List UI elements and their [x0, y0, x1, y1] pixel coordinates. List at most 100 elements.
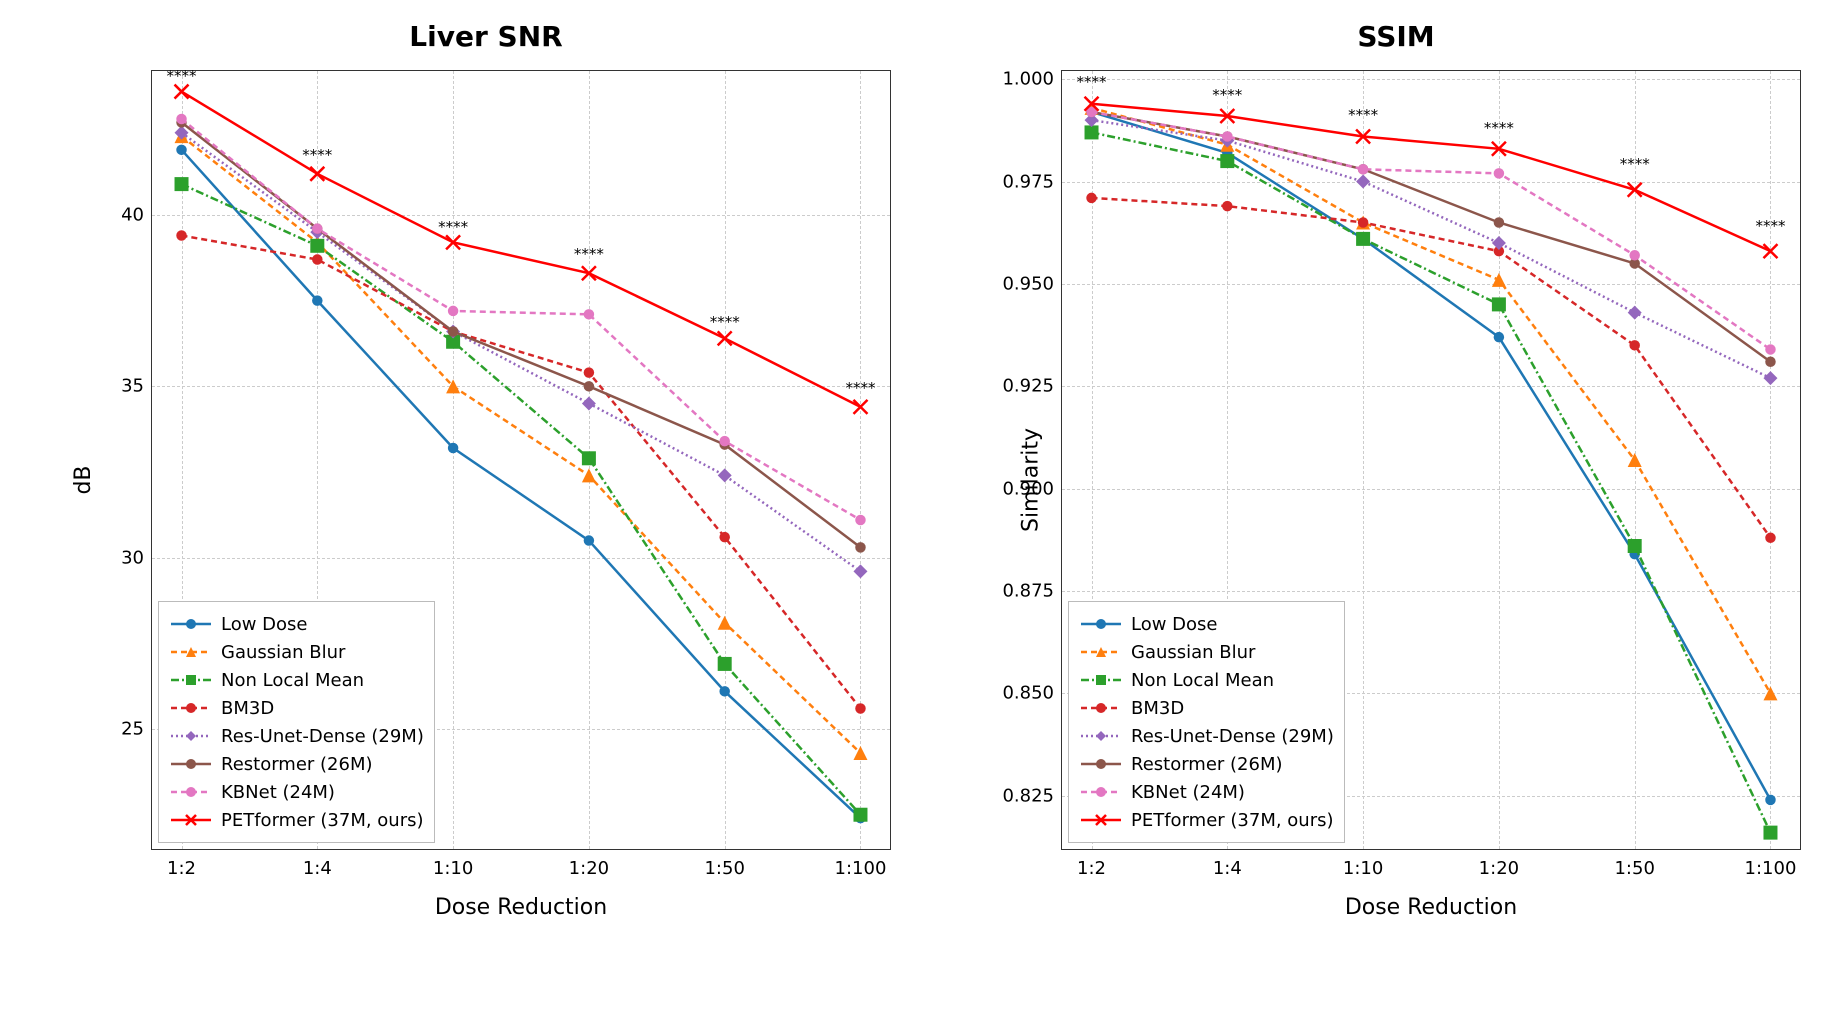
series-marker-restormer [584, 381, 595, 392]
plot-title: SSIM [971, 20, 1821, 53]
legend-swatch [1079, 642, 1123, 662]
legend-label: KBNet (24M) [1131, 782, 1245, 803]
legend-label: Res-Unet-Dense (29M) [221, 726, 424, 747]
legend-label: Gaussian Blur [1131, 642, 1255, 663]
legend-swatch [169, 810, 213, 830]
legend-label: BM3D [1131, 698, 1184, 719]
legend-item-petformer: PETformer (37M, ours) [1079, 806, 1334, 834]
legend-item-res_unet: Res-Unet-Dense (29M) [169, 722, 424, 750]
series-marker-restormer [448, 326, 459, 337]
x-tick-label: 1:10 [1343, 858, 1383, 879]
series-marker-nlm [718, 657, 732, 671]
series-marker-petformer [175, 85, 189, 99]
series-marker-kbnet [719, 436, 730, 447]
series-marker-kbnet [448, 306, 459, 317]
legend-swatch [1079, 782, 1123, 802]
legend-swatch [169, 642, 213, 662]
legend-swatch [169, 614, 213, 634]
legend-label: Res-Unet-Dense (29M) [1131, 726, 1334, 747]
series-marker-kbnet [584, 309, 595, 320]
series-marker-petformer [1628, 183, 1642, 197]
series-line-restormer [182, 122, 861, 547]
y-tick-label: 25 [121, 719, 144, 740]
series-marker-res_unet [1628, 306, 1642, 320]
significance-annotation: **** [1755, 217, 1785, 235]
series-marker-nlm [1763, 826, 1777, 840]
x-tick-label: 1:100 [835, 858, 887, 879]
y-tick-label: 0.875 [1002, 581, 1054, 602]
x-tick-label: 1:20 [1479, 858, 1519, 879]
x-tick-label: 1:2 [1077, 858, 1106, 879]
series-marker-res_unet [1356, 175, 1370, 189]
series-marker-petformer [718, 331, 732, 345]
y-tick-label: 30 [121, 547, 144, 568]
legend-item-nlm: Non Local Mean [169, 666, 424, 694]
series-marker-bm3d [1222, 201, 1233, 212]
series-marker-restormer [1494, 217, 1505, 228]
legend-swatch [169, 782, 213, 802]
series-marker-nlm [853, 808, 867, 822]
legend-label: Low Dose [1131, 614, 1218, 635]
legend-swatch [1079, 754, 1123, 774]
series-marker-res_unet [853, 564, 867, 578]
series-marker-petformer [310, 167, 324, 181]
legend-item-kbnet: KBNet (24M) [169, 778, 424, 806]
series-marker-restormer [1765, 356, 1776, 367]
series-marker-petformer [1763, 244, 1777, 258]
plot-area: 1:21:41:101:201:501:1000.8250.8500.8750.… [1061, 70, 1801, 850]
series-marker-nlm [310, 239, 324, 253]
legend-label: Low Dose [221, 614, 308, 635]
legend-swatch [1079, 698, 1123, 718]
significance-annotation: **** [1484, 119, 1514, 137]
legend-swatch [1079, 726, 1123, 746]
x-tick-label: 1:20 [569, 858, 609, 879]
x-tick-label: 1:4 [303, 858, 332, 879]
series-marker-res_unet [1763, 371, 1777, 385]
legend-item-gaussian_blur: Gaussian Blur [1079, 638, 1334, 666]
legend-item-restormer: Restormer (26M) [1079, 750, 1334, 778]
series-marker-bm3d [855, 703, 866, 714]
panel-ssim: SSIM Similarity 1:21:41:101:201:501:1000… [971, 20, 1821, 940]
significance-annotation: **** [1348, 106, 1378, 124]
series-marker-res_unet [1492, 236, 1506, 250]
series-marker-petformer [853, 400, 867, 414]
y-tick-label: 0.950 [1002, 273, 1054, 294]
x-tick-label: 1:100 [1745, 858, 1797, 879]
legend-label: Non Local Mean [1131, 670, 1274, 691]
series-marker-low_dose [448, 443, 459, 454]
series-marker-gaussian_blur [582, 468, 596, 482]
series-marker-nlm [1492, 297, 1506, 311]
significance-annotation: **** [302, 146, 332, 164]
legend-swatch [1079, 810, 1123, 830]
series-marker-low_dose [312, 295, 323, 306]
legend-item-low_dose: Low Dose [169, 610, 424, 638]
series-marker-nlm [1356, 232, 1370, 246]
legend-label: KBNet (24M) [221, 782, 335, 803]
legend-item-bm3d: BM3D [169, 694, 424, 722]
series-marker-low_dose [1494, 332, 1505, 343]
significance-annotation: **** [1077, 73, 1107, 91]
legend-item-kbnet: KBNet (24M) [1079, 778, 1334, 806]
legend-swatch [169, 754, 213, 774]
legend-label: BM3D [221, 698, 274, 719]
series-marker-bm3d [176, 230, 187, 241]
significance-annotation: **** [710, 313, 740, 331]
legend: Low Dose Gaussian Blur Non Local Mean BM3D R… [1068, 601, 1345, 843]
series-marker-low_dose [584, 535, 595, 546]
series-marker-bm3d [1358, 217, 1369, 228]
series-marker-kbnet [1629, 250, 1640, 261]
y-tick-label: 0.850 [1002, 683, 1054, 704]
legend-item-petformer: PETformer (37M, ours) [169, 806, 424, 834]
legend-item-res_unet: Res-Unet-Dense (29M) [1079, 722, 1334, 750]
panel-liver-snr: Liver SNR dB 1:21:41:101:201:501:1002530… [61, 20, 911, 940]
series-marker-low_dose [719, 686, 730, 697]
plot-area: 1:21:41:101:201:501:10025303540*********… [151, 70, 891, 850]
legend-swatch [1079, 614, 1123, 634]
significance-annotation: **** [438, 218, 468, 236]
legend-item-gaussian_blur: Gaussian Blur [169, 638, 424, 666]
significance-annotation: **** [1620, 155, 1650, 173]
x-tick-label: 1:2 [167, 858, 196, 879]
series-marker-kbnet [1765, 344, 1776, 355]
x-axis-label: Dose Reduction [151, 895, 891, 920]
series-marker-nlm [175, 177, 189, 191]
